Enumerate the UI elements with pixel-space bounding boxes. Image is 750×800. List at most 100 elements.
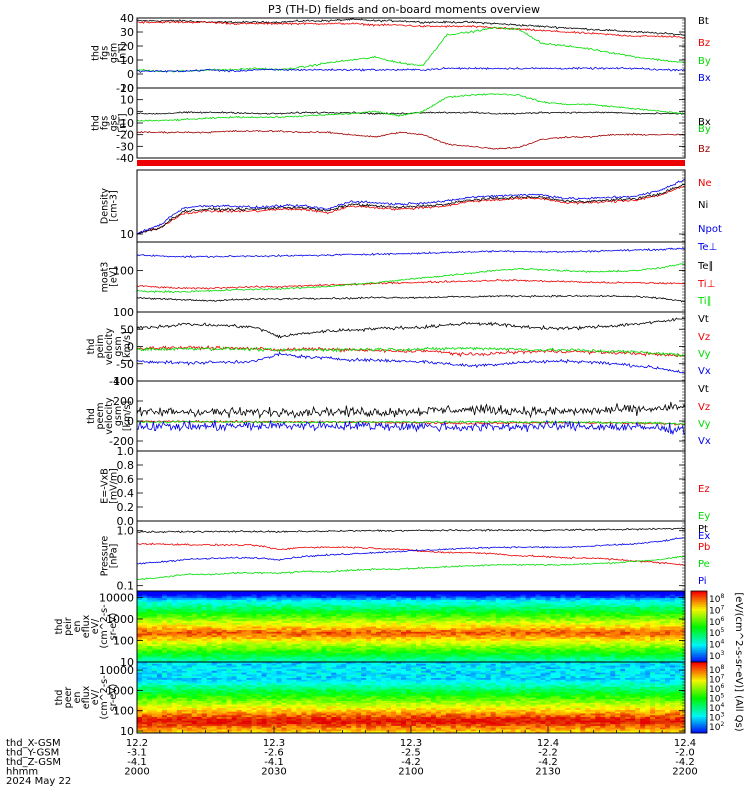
x-axis-row-label: hhmm	[6, 767, 38, 778]
y-axis-label-line: Density	[100, 188, 111, 224]
y-tick-label: -50	[116, 358, 134, 371]
y-axis-label-line: [km/s]	[122, 331, 133, 361]
peir_eflux-spectrogram	[137, 591, 686, 663]
y-axis-label-line: (cm^2-s-	[99, 605, 110, 649]
y-axis-label-line: fgs	[100, 116, 111, 130]
y-axis-label-line: Pressure	[100, 536, 111, 577]
colorbar-tick-label: 104	[709, 702, 724, 714]
legend-entry-fgs_gse-2: Bz	[698, 144, 710, 155]
y-axis-label-line: [cm-3]	[109, 190, 120, 221]
y-tick-label: 50	[120, 323, 134, 336]
y-tick-label: 0.2	[117, 501, 135, 514]
legend-entry-pressure-2: Pe	[698, 559, 710, 570]
y-axis-label-line: [nT]	[118, 113, 129, 132]
y-axis-label-line: sr-eV)	[108, 684, 119, 712]
legend-entry-temperature-1: Te∥	[697, 261, 714, 272]
y-axis-label-line: thd	[54, 690, 65, 706]
y-axis-label-line: [mV/m]	[109, 468, 120, 504]
y-tick-label: -20	[116, 129, 134, 142]
series-line-peim_velocity-2	[136, 346, 686, 358]
colorbar-tick-label: 108	[709, 593, 724, 605]
legend-entry-density-2: Npot	[698, 224, 722, 235]
series-line-temperature-3	[136, 263, 686, 294]
y-tick-label: 0.0	[117, 515, 135, 528]
legend-entry-efield-1: Ey	[698, 511, 710, 522]
y-tick-label: 100	[113, 306, 134, 319]
x-axis-value: -2.2	[538, 748, 558, 759]
series-line-peim_velocity-0	[136, 317, 686, 339]
legend-entry-fgs-2: By	[698, 56, 711, 67]
series-line-fgs-1	[136, 20, 686, 39]
legend-entry-temperature-2: Ti⊥	[697, 279, 715, 290]
x-axis-value: -4.2	[675, 757, 695, 768]
y-axis-label-line: E=-VxB	[100, 468, 111, 503]
series-line-fgs_gse-1	[136, 93, 686, 122]
y-tick-label: 100	[113, 264, 134, 277]
y-tick-label: -200	[109, 435, 134, 448]
y-axis-label-line: velocity	[104, 328, 115, 366]
colorbar-tick-label: 105	[709, 627, 724, 639]
legend-entry-efield-2: Ex	[698, 531, 710, 542]
series-line-pressure-2	[136, 555, 686, 581]
y-tick-label: 10	[120, 656, 134, 669]
x-axis-value: -3.1	[127, 748, 147, 759]
legend-entry-peem_velocity-2: Vy	[698, 419, 711, 430]
colorbar-tick-label: 108	[709, 664, 724, 676]
legend-entry-peim_velocity-3: Vx	[698, 366, 711, 377]
y-tick-label: 10	[120, 54, 134, 67]
y-axis-label-line: [km/s]	[122, 401, 133, 431]
legend-entry-fgs-0: Bt	[698, 16, 709, 27]
y-axis-label-line: thd	[86, 339, 97, 355]
figure-title: P3 (TH-D) fields and on-board moments ov…	[268, 3, 540, 16]
legend-entry-peim_velocity-1: Vz	[698, 332, 710, 343]
series-line-temperature-1	[136, 294, 686, 303]
legend-entry-pressure-0: Pt	[698, 524, 708, 535]
y-tick-label: 0.4	[117, 487, 135, 500]
y-tick-label: 100	[113, 705, 134, 718]
series-line-pressure-0	[136, 527, 686, 534]
x-axis-row-label: thd_X-GSM	[6, 738, 61, 749]
y-axis-label-line: sr-eV)	[108, 613, 119, 641]
x-axis-value: -4.1	[264, 757, 284, 768]
y-axis-label-line: velocity	[104, 397, 115, 435]
panel-peem_velocity: Vt Vz Vy Vx 400 200 0 -200 thdpeemvelocitygsm[km…	[86, 375, 711, 452]
series-line-density-1	[137, 183, 686, 235]
panel-peim_velocity: Vt Vz Vy Vx 100 50 0 -50 -100 thdpeimvelocitygsm[…	[86, 306, 711, 388]
legend-entry-fgs-1: Bz	[698, 38, 710, 49]
legend-entry-peim_velocity-2: Vy	[698, 349, 711, 360]
y-axis-label-line: peem	[95, 403, 106, 430]
y-axis-label-line: en	[72, 692, 83, 704]
peer_eflux-spectrogram	[137, 662, 686, 734]
colorbar-tick-label: 107	[709, 674, 724, 686]
legend-entry-density-0: Ne	[698, 178, 712, 189]
y-tick-label: 20	[120, 82, 134, 95]
y-axis-label-line: eflux	[81, 685, 92, 709]
y-axis-label-line: peir	[63, 617, 74, 636]
series-line-density-2	[136, 179, 686, 236]
y-tick-label: -10	[116, 82, 134, 95]
colorbar-tick-label: 103	[709, 712, 724, 724]
y-tick-label: 0.6	[117, 473, 135, 486]
legend-entry-pressure-3: Pi	[698, 576, 707, 587]
x-axis-row-label: thd_Z-GSM	[6, 757, 61, 768]
series-line-peem_velocity-2	[136, 420, 686, 425]
y-axis-label-line: peer	[63, 687, 74, 709]
y-axis-label-line: gse	[109, 114, 120, 131]
series-line-density-0	[136, 185, 686, 235]
y-tick-label: 0	[127, 341, 134, 354]
panel-pressure: Pt Pb Pe Pi 1.0 0.1 Pressure[nPa]	[100, 520, 710, 593]
y-axis-label-line: (cm^2-s-	[99, 676, 110, 720]
y-tick-label: 40	[120, 12, 134, 25]
series-line-peem_velocity-0	[136, 401, 686, 420]
y-tick-label: 0	[127, 105, 134, 118]
legend-entry-density-1: Ni	[698, 200, 708, 211]
quality-flag-bar	[137, 160, 685, 166]
